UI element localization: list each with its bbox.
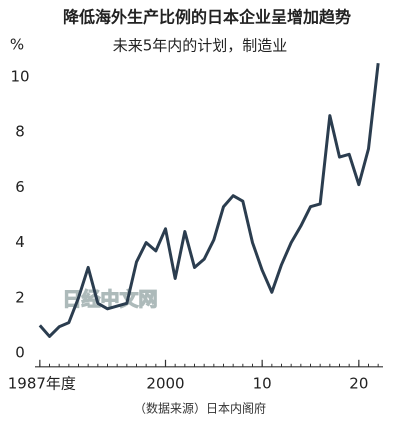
y-tick-label: 8 — [15, 123, 25, 141]
y-tick-label: 0 — [15, 344, 25, 362]
chart-subtitle: 未来5年内的计划，制造业 — [113, 37, 288, 55]
y-axis-label: % — [10, 36, 24, 54]
y-tick-label: 2 — [15, 288, 25, 306]
chart-title: 降低海外生产比例的日本企业呈增加趋势 — [63, 8, 351, 27]
y-tick-label: 6 — [15, 178, 25, 196]
data-line — [38, 63, 380, 338]
x-tick-label: 2000 — [146, 374, 184, 392]
source: （数据来源）日本内阁府 — [134, 401, 266, 416]
y-tick-label: 4 — [15, 233, 25, 251]
x-tick-label: 1987年度 — [8, 374, 76, 392]
x-tick-label: 20 — [349, 374, 368, 392]
x-tick-label: 10 — [253, 374, 272, 392]
y-tick-label: 10 — [10, 68, 29, 86]
